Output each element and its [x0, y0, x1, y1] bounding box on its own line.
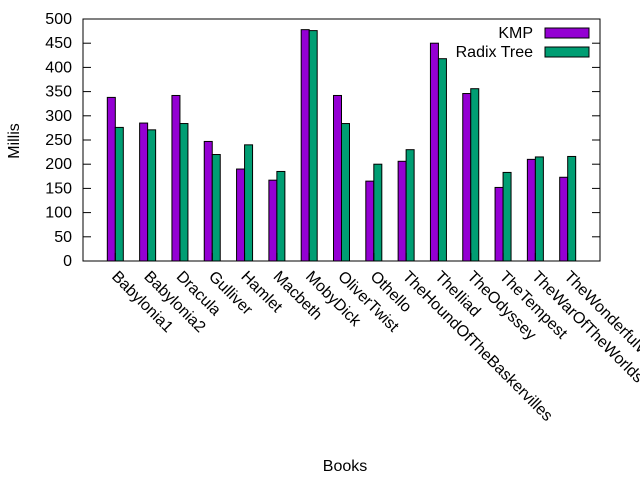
bar-radix-tree [437, 58, 447, 262]
y-tick-label: 300 [45, 108, 72, 125]
y-tick-label: 500 [45, 11, 72, 28]
y-tick-label: 150 [45, 180, 72, 197]
y-tick-label: 0 [63, 253, 72, 270]
bar-radix-tree [470, 88, 480, 262]
bar-kmp [365, 180, 375, 262]
legend: KMP Radix Tree [456, 25, 590, 61]
bar-kmp [171, 94, 181, 262]
bar-radix-tree [567, 155, 577, 262]
bar-radix-tree [405, 149, 415, 262]
y-tick-label: 250 [45, 132, 72, 149]
bar-radix-tree [276, 170, 286, 262]
bar-radix-tree [534, 156, 544, 262]
legend-swatch [544, 27, 590, 39]
bar-kmp [494, 186, 504, 262]
bar-radix-tree [502, 171, 512, 262]
bar-kmp [333, 94, 342, 262]
y-tick-label: 100 [45, 205, 72, 222]
y-axis-ticks: 0 50 100 150 200 250 300 350 400 450 500 [45, 11, 600, 270]
bar-radix-tree [244, 144, 254, 262]
bar-kmp [203, 140, 213, 262]
bar-kmp [300, 29, 310, 262]
bar-radix-tree [373, 163, 383, 262]
bar-kmp [236, 168, 246, 262]
bar-kmp [397, 160, 407, 262]
x-axis-label: Books [323, 458, 367, 475]
y-tick-label: 400 [45, 59, 72, 76]
legend-label: KMP [498, 25, 533, 42]
x-axis-ticks: Babylonia1Babylonia2DraculaGulliverHamle… [108, 253, 640, 425]
bar-kmp [526, 158, 536, 262]
bar-radix-tree [308, 30, 318, 262]
bar-kmp [429, 42, 439, 262]
bar-radix-tree [179, 123, 189, 262]
y-tick-label: 450 [45, 35, 72, 52]
bar-kmp [106, 96, 116, 262]
y-tick-label: 200 [45, 156, 72, 173]
bar-radix-tree [147, 129, 157, 262]
y-axis-label: Millis [6, 123, 23, 159]
bar-kmp [462, 93, 472, 262]
legend-label: Radix Tree [456, 44, 533, 61]
bar-kmp [268, 179, 278, 262]
bar-radix-tree [211, 154, 221, 262]
bar-kmp [559, 176, 569, 262]
y-tick-label: 50 [54, 229, 72, 246]
bars [106, 29, 577, 262]
bar-radix-tree [114, 126, 124, 262]
bar-radix-tree [341, 123, 350, 262]
legend-swatch [544, 46, 590, 58]
bar-kmp [139, 122, 149, 262]
y-tick-label: 350 [45, 84, 72, 101]
